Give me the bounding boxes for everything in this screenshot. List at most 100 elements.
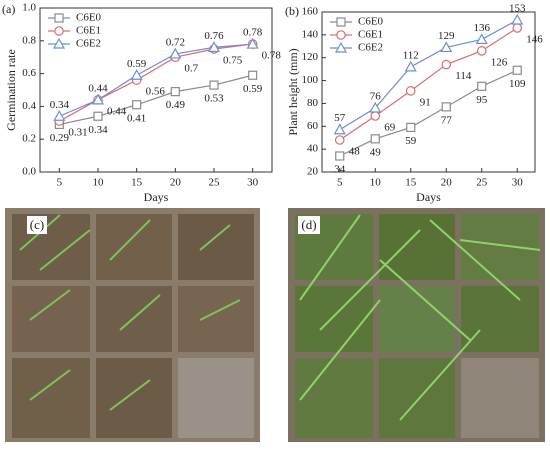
y-tick-label: 160	[302, 6, 319, 18]
x-tick-label: 20	[170, 177, 182, 189]
marker	[130, 69, 143, 80]
plants	[299, 214, 541, 421]
data-label: 129	[438, 30, 455, 42]
series-line	[339, 19, 518, 131]
marker	[404, 60, 417, 72]
data-label: 114	[455, 70, 472, 82]
data-label: 0.29	[50, 132, 70, 144]
panel-label-box	[298, 216, 320, 234]
soil-cell	[178, 214, 254, 280]
data-label: 0.31	[68, 127, 87, 139]
data-label: 109	[509, 78, 526, 90]
series-line	[59, 43, 253, 117]
data-label: 0.44	[88, 82, 108, 94]
marker	[370, 134, 380, 144]
legend-label: C6E1	[76, 25, 101, 37]
marker	[169, 47, 182, 59]
line-chart: (a) 0.0 0.2 0.4 0.6 0.8 1.0 5 10 15 20 25 30 Days Germ…	[2, 2, 281, 204]
marker	[334, 135, 345, 145]
plant-cell	[379, 286, 455, 352]
data-label: 126	[491, 56, 508, 68]
x-tick-label: 30	[512, 177, 524, 189]
marker	[246, 37, 259, 49]
marker	[336, 17, 346, 27]
photo-d: (d)	[288, 208, 545, 442]
y-tick-label: 0.8	[22, 34, 36, 46]
plant-cell	[295, 358, 373, 438]
marker	[207, 41, 221, 52]
panel-label-box	[27, 216, 47, 234]
x-tick-label: 15	[131, 177, 143, 189]
marker	[54, 13, 64, 23]
marker	[406, 122, 416, 133]
soil-cell	[96, 214, 172, 280]
soil-cell	[12, 214, 90, 280]
y-tick-label: 1.0	[22, 2, 36, 14]
x-axis-label: Days	[416, 190, 441, 204]
legend-label: C6E1	[358, 29, 383, 41]
plot-frame	[39, 7, 273, 173]
data-label: 0.72	[166, 36, 185, 48]
y-tick-label: 40	[307, 143, 319, 155]
y-axis-label: Plant height (mm)	[286, 48, 300, 135]
marker	[91, 93, 105, 105]
x-tick-label: 20	[441, 177, 453, 189]
data-label: 146	[526, 34, 543, 46]
series-line	[339, 69, 518, 157]
marker	[209, 80, 219, 90]
data-label: 69	[384, 122, 396, 134]
data-label: 136	[474, 22, 491, 34]
data-label: 153	[509, 3, 526, 15]
marker	[441, 102, 451, 112]
x-axis-label: Days	[144, 190, 169, 204]
marker	[370, 111, 381, 121]
soil-cell	[12, 358, 90, 438]
y-tick-label: 140	[302, 28, 319, 40]
panel-label: (c)	[30, 217, 44, 232]
marker	[52, 37, 66, 49]
data-label: 0.75	[223, 55, 243, 67]
data-label: 0.41	[127, 112, 146, 124]
plot-frame	[321, 11, 536, 173]
data-label: 0.59	[127, 58, 147, 70]
marker	[512, 23, 523, 33]
x-tick-label: 15	[405, 177, 417, 189]
data-label: 95	[476, 94, 488, 106]
marker	[369, 101, 382, 113]
data-label: 0.78	[262, 50, 282, 62]
plant-cell	[379, 214, 455, 280]
y-tick-label: 60	[307, 120, 319, 132]
marker	[248, 70, 258, 80]
y-tick-label: 100	[302, 74, 319, 86]
x-tick-label: 30	[247, 177, 259, 189]
y-tick-label: 120	[302, 51, 319, 63]
marker	[440, 41, 453, 53]
data-label: 0.7	[184, 63, 198, 75]
marker	[333, 123, 346, 135]
data-label: 0.34	[50, 99, 70, 111]
marker	[476, 46, 487, 56]
marker	[53, 110, 66, 121]
x-tick-label: 25	[209, 177, 221, 189]
legend-label: C6E2	[76, 38, 101, 50]
y-axis-label: Germination rate	[4, 49, 18, 131]
data-label: 0.44	[107, 105, 127, 117]
marker	[132, 100, 142, 110]
data-label: 0.78	[243, 27, 263, 39]
marker	[477, 81, 487, 91]
marker	[475, 33, 488, 45]
data-label: 91	[420, 96, 431, 108]
data-label: 49	[370, 146, 382, 158]
y-tick-label: 0.2	[22, 133, 36, 145]
x-tick-label: 5	[57, 177, 63, 189]
data-label: 0.34	[88, 124, 108, 136]
plant-cell	[461, 358, 539, 438]
panel-label: (b)	[285, 4, 299, 18]
x-tick-label: 5	[337, 177, 343, 189]
legend-label: C6E0	[358, 16, 384, 28]
x-tick-label: 10	[370, 177, 382, 189]
plant-cell	[461, 286, 539, 352]
plant-cell	[461, 214, 539, 280]
data-label: 0.59	[243, 83, 263, 95]
